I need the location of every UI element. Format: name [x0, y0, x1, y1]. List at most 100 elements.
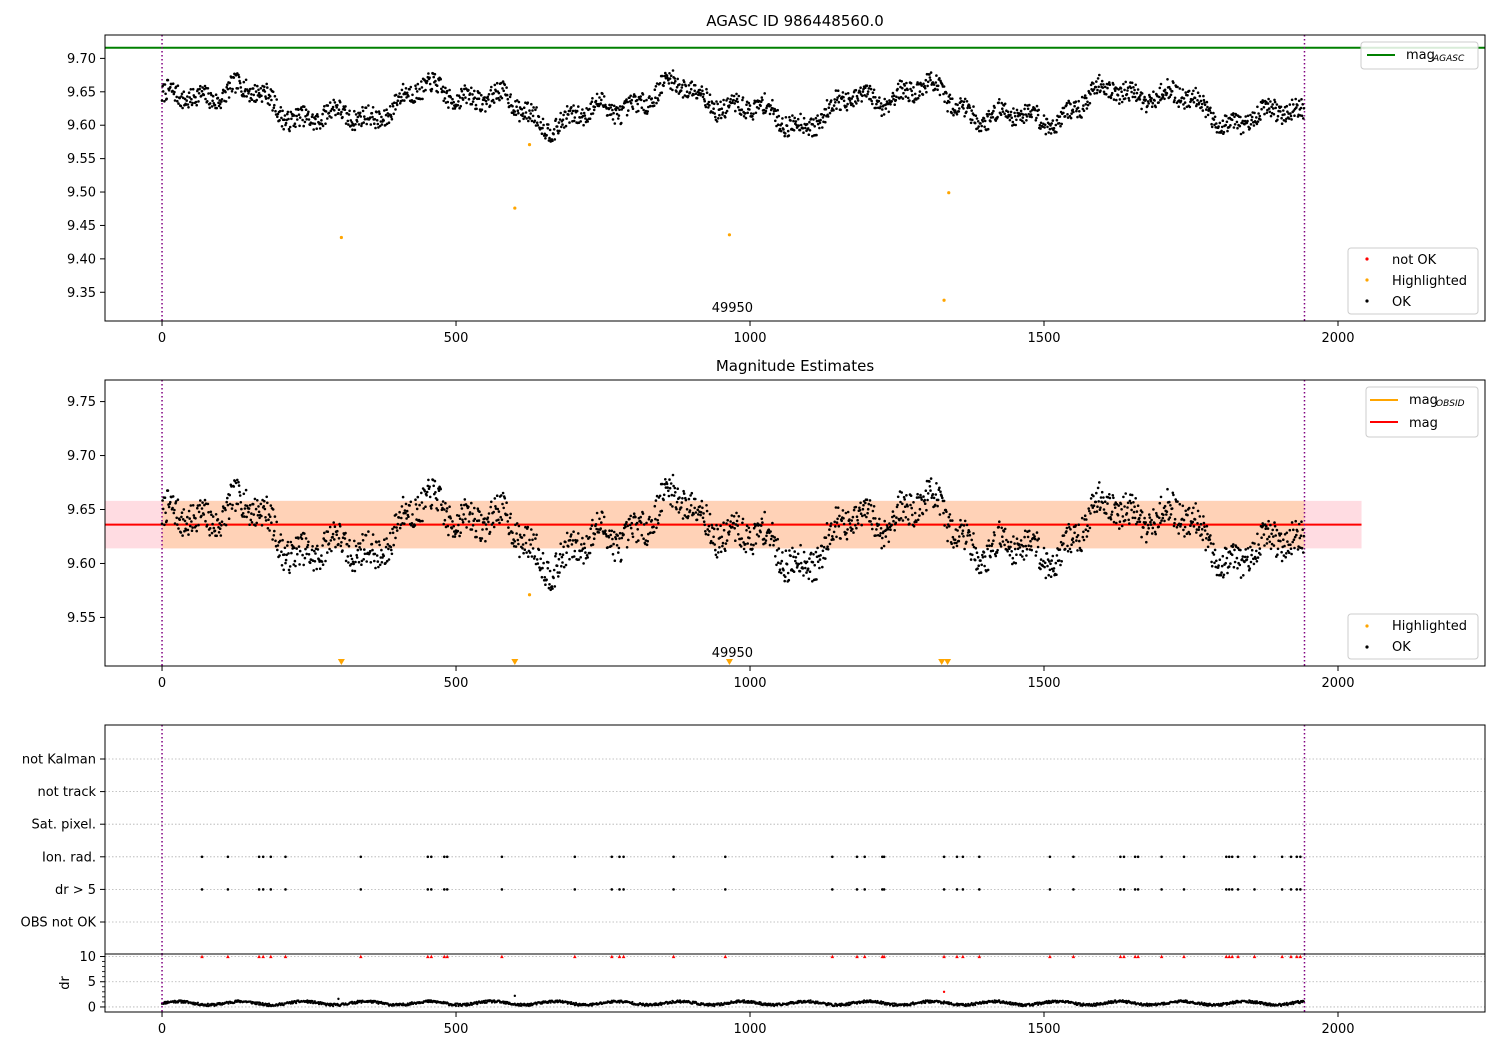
mid-ok-point [1113, 503, 1116, 506]
mid-ok-point [517, 524, 521, 528]
top-ok-point [396, 99, 400, 102]
mid-ok-point [1081, 535, 1085, 539]
mid-ok-point [236, 478, 239, 482]
mid-ok-point [834, 525, 837, 528]
top-ok-point [1200, 106, 1203, 109]
mid-ok-point [775, 563, 778, 567]
dr-point [206, 1002, 209, 1005]
mid-ok-point [1300, 546, 1304, 550]
top-ok-point [1272, 107, 1275, 110]
legend-mid-highlighted-marker [1365, 624, 1369, 628]
mid-ok-point [669, 503, 672, 506]
top-ok-point [167, 89, 171, 92]
top-ok-point [735, 92, 738, 96]
mid-ok-point [741, 517, 745, 521]
top-ok-point [369, 123, 373, 126]
top-ok-point [1140, 92, 1144, 95]
mid-ok-point [470, 528, 474, 531]
top-ok-point [1023, 107, 1026, 111]
top-ok-point [812, 118, 815, 121]
agasc-magnitude-axes: AGASC ID 986448560.0 0 500 1000 1500 20009.3… [67, 12, 1486, 346]
top-ok-point [973, 121, 977, 125]
top-ok-point [164, 92, 167, 96]
top-ok-point [286, 110, 290, 114]
top-ok-point [1130, 90, 1133, 94]
mid-ok-point [276, 548, 279, 552]
mid-ok-point [996, 548, 999, 552]
mid-ok-point [971, 543, 975, 546]
mid-ok-point [1127, 518, 1130, 522]
mid-ok-point [377, 565, 380, 569]
mid-ok-point [972, 532, 975, 535]
top-ok-point [1029, 113, 1033, 116]
top-ok-point [1220, 129, 1223, 133]
mid-ok-point [1221, 554, 1225, 558]
top-ok-point [500, 96, 504, 100]
top-ok-point [610, 113, 613, 116]
top-ok-point [741, 98, 744, 102]
top-ok-point [326, 104, 330, 107]
dr-point [313, 1000, 316, 1003]
top-ok-point [501, 80, 505, 83]
top-obsid-label: 49950 [712, 301, 753, 316]
mid-ok-point [705, 504, 708, 507]
top-ok-point [983, 125, 986, 129]
top-ok-point [645, 112, 649, 115]
mid-ok-point [1198, 515, 1202, 518]
mid-ok-point [726, 519, 729, 522]
top-ok-point [1215, 122, 1218, 125]
flag-point [1280, 888, 1284, 891]
top-ok-point [1225, 114, 1228, 118]
top-ok-point [658, 93, 661, 97]
mid-ok-point [1192, 506, 1195, 510]
top-ok-point [373, 118, 377, 121]
mid-ok-point [1024, 544, 1028, 548]
top-ok-point [994, 119, 998, 122]
mid-ok-point [283, 553, 286, 556]
mid-ok-point [384, 561, 387, 565]
top-ok-point [948, 100, 951, 104]
top-ok-point [673, 77, 677, 80]
mid-ok-point [400, 516, 403, 520]
top-ok-point [655, 101, 658, 105]
mid-ok-point [1135, 522, 1138, 526]
mid-ok-point [1285, 531, 1289, 535]
mid-ok-point [629, 514, 632, 518]
mid-ok-point [181, 518, 185, 521]
top-ok-point [997, 101, 1000, 104]
mid-ok-point [1169, 513, 1173, 516]
top-ok-point [1055, 130, 1058, 134]
mid-ok-point [460, 503, 463, 507]
mid-ok-point [380, 548, 383, 552]
mid-ok-point [1033, 537, 1037, 541]
mid-ok-point [943, 524, 946, 527]
dr-point [454, 1004, 458, 1008]
mid-ok-point [367, 530, 370, 533]
mid-ok-point [755, 533, 759, 536]
top-ok-point [1062, 111, 1065, 115]
mid-ok-point [1264, 527, 1267, 530]
top-ok-point [488, 104, 492, 107]
top-ok-point [669, 87, 672, 90]
top-ok-point [965, 110, 968, 114]
mid-ok-point [794, 559, 797, 563]
top-ok-point [832, 104, 836, 107]
mid-ok-point [424, 505, 427, 509]
mid-ok-point [571, 539, 575, 542]
top-ok-point [380, 115, 383, 119]
top-ok-point [1115, 98, 1118, 102]
top-ok-point [1188, 105, 1192, 109]
top-ok-point [347, 123, 350, 126]
mid-ok-point [347, 544, 351, 548]
top-ok-point [517, 100, 521, 104]
top-ok-point [344, 105, 347, 108]
flag-point [1236, 888, 1240, 891]
top-ok-point [658, 82, 662, 85]
mid-ok-point [234, 509, 237, 512]
mid-points-legend-box [1347, 613, 1479, 660]
mid-ok-point [338, 522, 341, 526]
top-ok-point [194, 100, 198, 104]
mid-ok-point [903, 498, 906, 501]
mid-ok-point [341, 549, 344, 552]
mid-ok-point [974, 546, 978, 550]
